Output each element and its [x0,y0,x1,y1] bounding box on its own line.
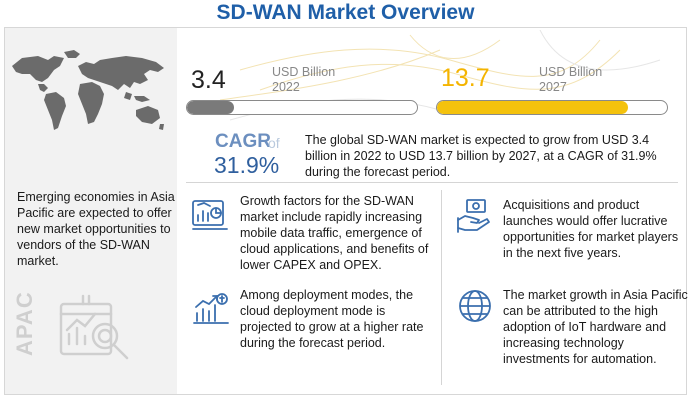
growth-factors-text: Growth factors for the SD-WAN market inc… [240,194,429,272]
cagr-of-label: of [268,135,280,151]
bar-2022 [187,101,235,114]
globe-icon [459,290,491,322]
bar-track-2027 [436,100,668,115]
cagr-value: 31.9% [214,152,280,178]
unit-label-2027: USD Billion [539,65,603,79]
apac-label: APAC [10,291,50,358]
unit-label-2022: USD Billion [272,65,336,79]
cagr-label: CAGR [215,131,271,152]
unit-2027: USD Billion 2027 [539,65,602,95]
bar-2027 [437,101,628,114]
market-value-2027: 13.7 [441,64,490,92]
bar-track-2022 [186,100,418,115]
growth-factors-icon [192,200,228,230]
year-label-2027: 2027 [539,80,567,94]
content-frame [4,27,687,395]
apac-label-text: APAC [12,291,37,356]
region-opportunity-text: Emerging economies in Asia Pacific are e… [17,190,175,268]
world-map-icon [12,50,164,130]
unit-2022: USD Billion 2022 [272,65,335,95]
asia-pacific-text: The market growth in Asia Pacific can be… [503,288,688,366]
deployment-text: Among deployment modes, the cloud deploy… [240,288,424,350]
horizontal-divider [186,182,678,183]
year-label-2022: 2022 [272,80,300,94]
deployment-chart-icon [193,293,229,324]
acquisitions-text: Acquisitions and product launches would … [503,198,679,260]
analytics-magnifier-icon [59,294,129,360]
market-summary-text: The global SD-WAN market is expected to … [305,133,657,179]
vertical-divider [441,190,442,385]
page-title: SD-WAN Market Overview [216,1,475,24]
acquisitions-hands-icon [457,199,490,233]
market-value-2022: 3.4 [191,66,226,94]
